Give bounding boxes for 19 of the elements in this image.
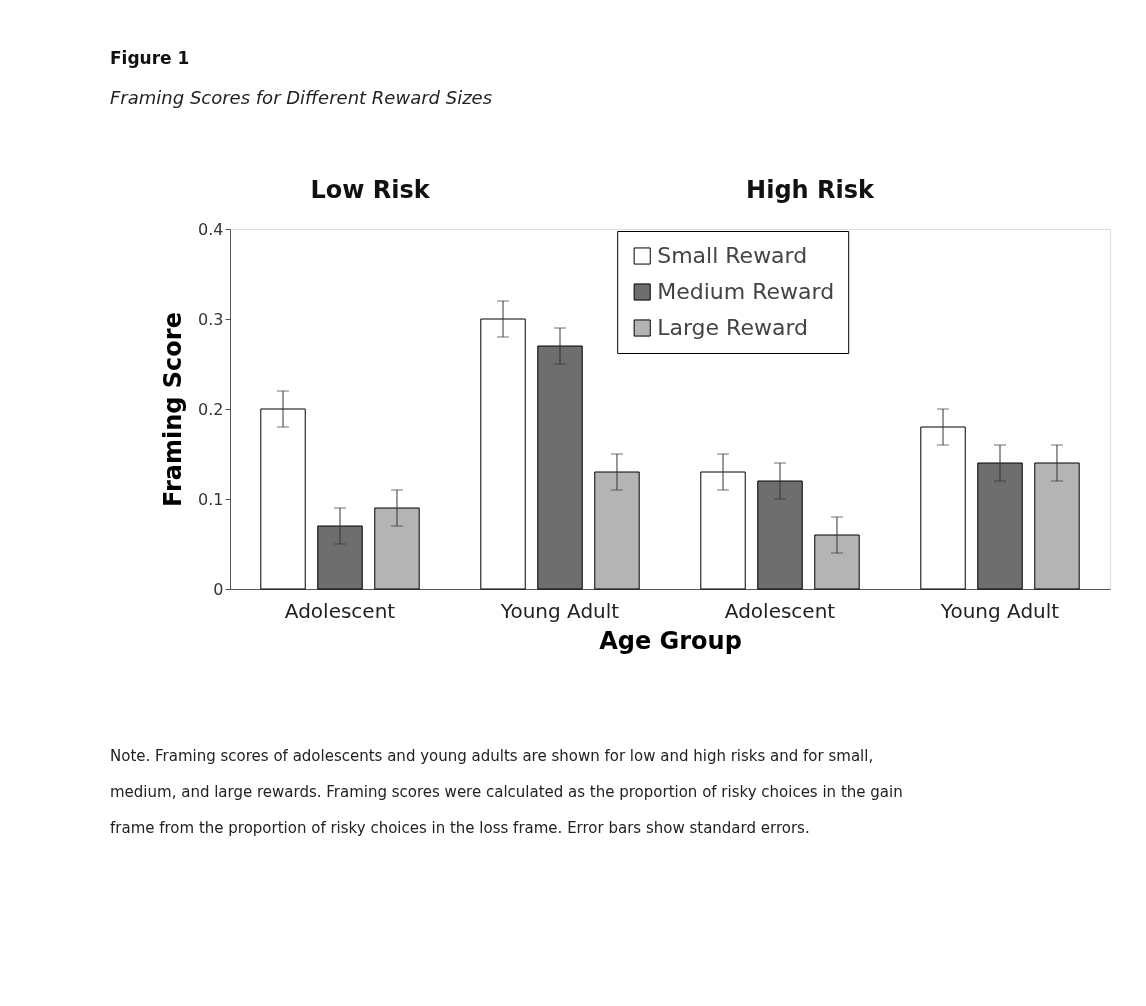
legend-label: Large Reward bbox=[657, 315, 809, 340]
y-axis-title: Framing Score bbox=[159, 312, 188, 507]
x-axis-title: Age Group bbox=[599, 626, 742, 655]
chart-title: Figure 1 bbox=[110, 48, 190, 68]
text: Low Risk bbox=[310, 176, 431, 204]
x-tick-label: Adolescent bbox=[724, 598, 836, 623]
y-tick-label: 0.3 bbox=[198, 309, 224, 329]
legend-label: Small Reward bbox=[657, 243, 808, 268]
y-tick-label: 0.2 bbox=[198, 399, 224, 419]
chart-subtitle: Framing Scores for Different Reward Sizes bbox=[110, 87, 493, 108]
x-tick-label: Adolescent bbox=[284, 598, 396, 623]
legend-label: Medium Reward bbox=[657, 279, 835, 304]
x-tick-label: Young Adult bbox=[939, 598, 1060, 623]
text: High Risk bbox=[746, 176, 875, 204]
y-tick-label: 0.4 bbox=[198, 219, 224, 239]
y-tick-label: 0.1 bbox=[198, 489, 224, 509]
y-tick-label: 0 bbox=[213, 579, 224, 599]
text: Note. Framing scores of adolescents and young adults are shown for low and high risks and for small, medium, and large rewards. Framing scores were calculated as the proportion of risky choices in the gain frame from the proportion of risky choices in the loss frame. Error bars show standard errors. bbox=[110, 747, 903, 837]
x-tick-label: Young Adult bbox=[499, 598, 620, 623]
